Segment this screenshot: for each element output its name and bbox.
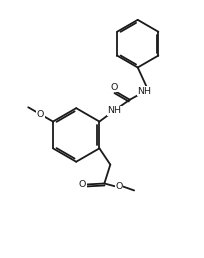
Text: NH: NH [107,106,121,115]
Text: O: O [115,182,123,191]
Text: NH: NH [137,87,151,96]
Text: O: O [110,83,118,92]
Text: O: O [37,110,44,119]
Text: O: O [79,180,86,189]
